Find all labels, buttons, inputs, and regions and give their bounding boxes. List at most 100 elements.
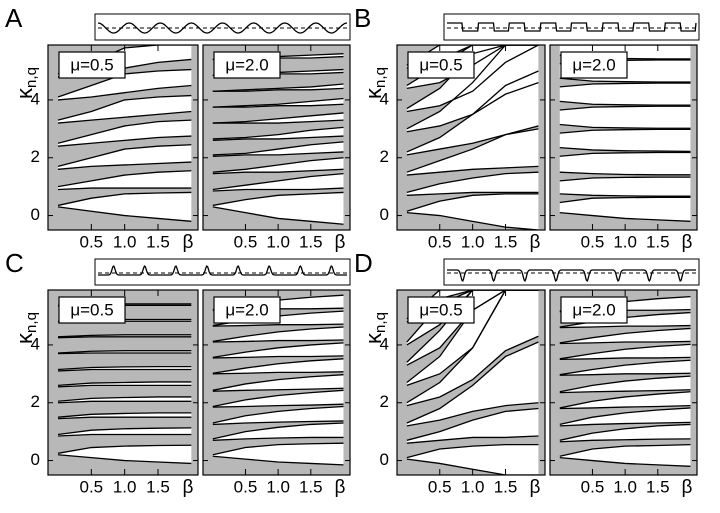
x-tick-label: 1.5 [146, 232, 170, 251]
y-tick-label: 4 [31, 89, 40, 108]
x-tick-label: 1.0 [461, 232, 485, 251]
mu-label-box [407, 51, 475, 79]
band-edge [57, 368, 192, 372]
band-edge [212, 374, 344, 391]
band-edge [57, 144, 192, 168]
y-tick-label: 0 [380, 205, 389, 224]
band-edge [559, 151, 691, 157]
plot-frame [396, 289, 546, 476]
x-tick-label: 0.5 [581, 232, 605, 251]
y-axis-label: κn,q [361, 312, 389, 344]
band-fill [559, 376, 691, 393]
band-edge [57, 187, 192, 191]
band-edge [212, 187, 344, 192]
x-tick-label: 1.0 [266, 477, 290, 496]
x-axis-label: β [335, 232, 346, 253]
band-edge [212, 157, 344, 173]
x-axis-label: β [335, 477, 346, 498]
band-edge [559, 423, 691, 441]
band-edge [559, 457, 691, 467]
band-edge [212, 141, 344, 156]
band-edge [57, 400, 192, 404]
band-fill [58, 192, 192, 222]
y-tick-label: 2 [380, 392, 389, 411]
y-axis-subscript: n,q [23, 67, 40, 88]
panel-letter: B [354, 3, 371, 33]
band-fill [406, 342, 539, 426]
x-tick-label: 0.5 [428, 232, 452, 251]
band-edge [559, 324, 691, 329]
y-tick-label: 2 [380, 147, 389, 166]
band-edge [57, 350, 192, 354]
band-edge [212, 135, 344, 142]
band-fill [58, 69, 192, 100]
y-tick-label: 4 [31, 334, 40, 353]
band-edge [57, 191, 192, 207]
band-edge [212, 339, 344, 343]
band-edge [212, 405, 344, 424]
x-tick-label: 1.5 [146, 477, 170, 496]
mu-label: μ=0.5 [70, 300, 113, 319]
band-edge [57, 206, 192, 222]
band-edge [212, 151, 344, 157]
band-fill [212, 192, 344, 225]
band-edge [406, 45, 539, 113]
band-fill [406, 172, 539, 196]
band-edge [212, 420, 344, 426]
band-edge [212, 112, 344, 124]
band-edge [406, 402, 539, 427]
inset-potential [447, 22, 697, 32]
band-edge [212, 323, 344, 327]
band-fill [406, 444, 539, 475]
inset-potential [447, 269, 696, 282]
band-edge [406, 435, 539, 444]
band-fill [406, 193, 539, 230]
band-fill [559, 328, 691, 344]
band-edge [406, 335, 539, 407]
band-edge [559, 196, 691, 204]
y-tick-label: 0 [31, 205, 40, 224]
band-fill [212, 443, 344, 465]
x-tick-label: 1.5 [299, 232, 323, 251]
band-edge [57, 94, 192, 121]
band-edge [57, 352, 192, 355]
band-edge [559, 212, 691, 222]
band-fill [559, 83, 691, 106]
band-edge [212, 342, 344, 358]
x-tick-label: 1.5 [494, 232, 518, 251]
y-axis-subscript: n,q [372, 312, 389, 333]
band-edge [406, 191, 539, 196]
band-edge [559, 404, 691, 410]
band-edge [57, 170, 192, 188]
potential-inset [94, 258, 351, 286]
band-fill [559, 391, 691, 409]
panel-letter: D [354, 248, 373, 278]
band-fill [559, 177, 691, 197]
band-edge [212, 206, 344, 225]
band-edge [559, 421, 691, 427]
band-fill [406, 128, 539, 176]
mu-label: μ=2.0 [225, 300, 268, 319]
band-edge [57, 336, 192, 339]
band-edge [559, 407, 691, 426]
y-tick-label: 4 [380, 89, 389, 108]
x-tick-label: 1.0 [613, 477, 637, 496]
x-tick-label: 1.0 [461, 477, 485, 496]
band-fill [559, 129, 691, 152]
band-edge [406, 45, 539, 130]
band-edge [212, 119, 344, 124]
band-edge [57, 454, 192, 465]
band-edge [559, 105, 691, 111]
mu-label: μ=0.5 [70, 55, 113, 74]
band-fill [212, 390, 344, 408]
y-axis-label: κn,q [12, 67, 40, 99]
band-fill [212, 173, 344, 191]
band-edge [57, 396, 192, 402]
mu-label-box [213, 296, 281, 324]
band-fill [212, 112, 344, 124]
band-edge [212, 326, 344, 343]
band-edge [406, 165, 539, 176]
y-tick-label: 0 [31, 450, 40, 469]
mu-label: μ=2.0 [225, 55, 268, 74]
band-fill [406, 290, 539, 366]
